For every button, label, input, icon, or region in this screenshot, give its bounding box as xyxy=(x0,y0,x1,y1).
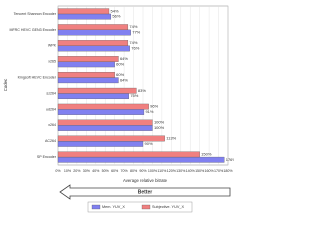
bar xyxy=(57,40,129,46)
value-label: 60% xyxy=(116,72,124,77)
y-tick-label: sz264 xyxy=(46,91,56,95)
x-tick-label: 0% xyxy=(55,169,61,173)
x-tick-label: 40% xyxy=(92,169,100,173)
x-tick-label: 50% xyxy=(102,169,110,173)
x-tick-label: 100% xyxy=(148,169,158,173)
y-tick-label: MFRC HEVC GEN3 Encoder xyxy=(9,28,56,32)
value-label: 54% xyxy=(111,8,119,13)
y-axis-title: Codec xyxy=(3,78,8,91)
bar xyxy=(57,13,112,20)
x-tick-label: 150% xyxy=(195,169,205,173)
better-arrow xyxy=(59,184,231,200)
bar xyxy=(57,135,165,142)
bar xyxy=(57,24,129,31)
bar xyxy=(57,156,225,163)
bar xyxy=(57,125,153,131)
legend-label: Subjective. YUV_X xyxy=(152,205,184,209)
value-label: 76% xyxy=(131,46,139,51)
legend xyxy=(87,201,193,213)
bar xyxy=(57,119,153,126)
chart: Codec Average relative bitrate Better 0%… xyxy=(3,5,234,213)
bar xyxy=(57,140,144,147)
value-label: 77% xyxy=(132,30,140,35)
bar xyxy=(57,56,119,62)
y-tick-label: ud264 xyxy=(46,107,56,111)
value-label: 64% xyxy=(120,77,128,82)
value-label: 74% xyxy=(129,40,137,45)
x-tick-label: 160% xyxy=(205,169,215,173)
x-tick-label: 140% xyxy=(186,169,196,173)
bar xyxy=(57,29,131,36)
legend-label: Mem. YUV_X xyxy=(102,205,125,209)
value-label: 56% xyxy=(112,14,120,19)
value-label: 150% xyxy=(201,151,212,156)
value-label: 83% xyxy=(138,88,146,93)
x-tick-label: 110% xyxy=(157,169,167,173)
bar xyxy=(57,109,145,115)
x-tick-label: 70% xyxy=(121,169,129,173)
y-tick-label: Kingsoft HEVC Encoder xyxy=(18,76,57,80)
x-tick-label: 90% xyxy=(139,169,147,173)
y-tick-label: x265 xyxy=(48,60,56,64)
y-tick-label: Tencent Shannon Encoder xyxy=(14,12,57,16)
x-tick-label: 180% xyxy=(223,169,233,173)
value-label: 176% xyxy=(226,157,234,162)
x-tick-label: 60% xyxy=(111,169,119,173)
legend-swatch xyxy=(141,204,151,210)
value-label: 96% xyxy=(150,104,158,109)
y-tick-label: SP Encoder xyxy=(37,155,57,159)
x-tick-label: 120% xyxy=(167,169,177,173)
value-label: 100% xyxy=(154,120,165,125)
bar xyxy=(57,71,115,78)
bar xyxy=(57,8,110,15)
bar xyxy=(57,151,200,158)
y-tick-label: WPK xyxy=(48,44,57,48)
x-axis-title: Average relative bitrate xyxy=(123,178,168,183)
value-label: 75% xyxy=(130,93,138,98)
x-tick-label: 10% xyxy=(64,169,72,173)
x-tick-label: 170% xyxy=(214,169,224,173)
value-label: 60% xyxy=(116,61,124,66)
x-tick-label: 130% xyxy=(176,169,186,173)
value-label: 90% xyxy=(145,141,153,146)
bar xyxy=(57,77,119,84)
bar xyxy=(57,61,115,68)
value-label: 64% xyxy=(120,56,128,61)
x-tick-label: 30% xyxy=(83,169,91,173)
x-tick-label: 80% xyxy=(130,169,138,173)
value-label: 113% xyxy=(166,136,176,141)
annotation: Better xyxy=(138,189,153,195)
bar xyxy=(57,103,149,110)
value-label: 74% xyxy=(129,24,137,29)
y-tick-label: AC264 xyxy=(45,139,56,143)
bar xyxy=(57,93,129,100)
bar xyxy=(57,45,130,52)
y-tick-label: x264 xyxy=(48,123,56,127)
value-label: 100% xyxy=(154,125,165,130)
value-label: 91% xyxy=(145,109,153,114)
bar xyxy=(57,87,137,94)
legend-swatch xyxy=(91,204,101,210)
x-tick-label: 20% xyxy=(73,169,81,173)
